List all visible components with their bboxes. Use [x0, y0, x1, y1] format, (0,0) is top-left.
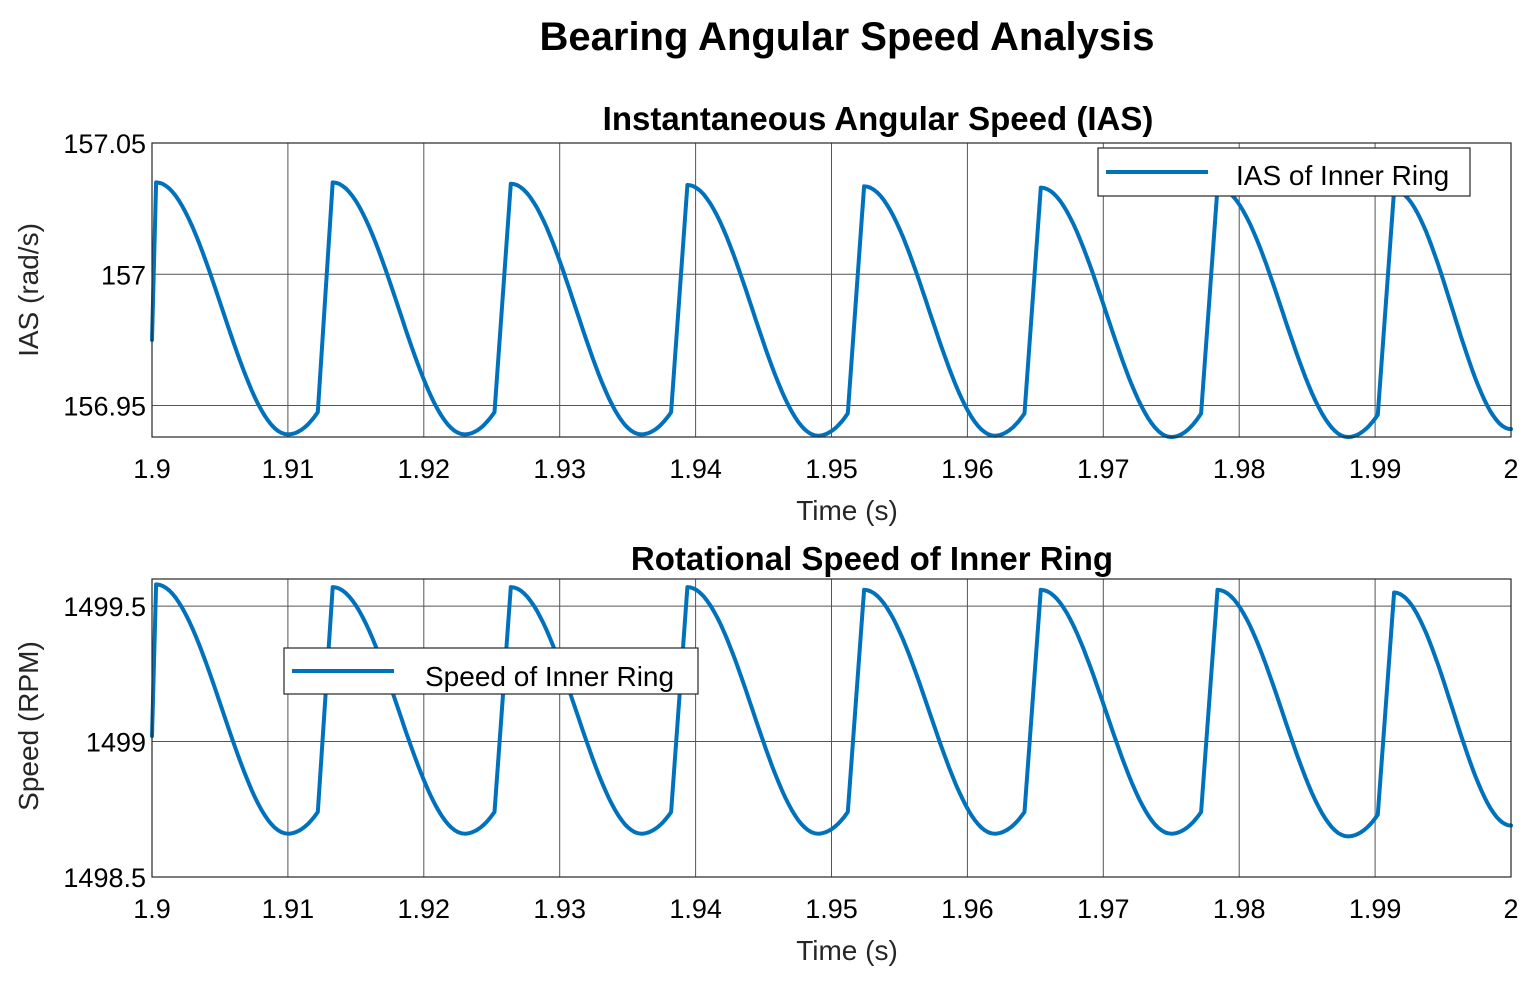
ias-y-tick-labels: 156.95 157 157.05 — [63, 129, 146, 422]
speed-x-tick-label: 2 — [1503, 894, 1518, 924]
ias-y-axis-label: IAS (rad/s) — [13, 223, 44, 357]
ias-series-lines — [150, 180, 1513, 439]
speed-x-tick-label: 1.95 — [805, 894, 858, 924]
speed-legend-label: Speed of Inner Ring — [425, 661, 674, 692]
ias-x-tick-label: 2 — [1503, 454, 1518, 484]
speed-x-tick-label: 1.94 — [669, 894, 722, 924]
speed-x-axis-label: Time (s) — [796, 935, 898, 966]
ias-x-tick-label: 1.94 — [669, 454, 722, 484]
speed-panel-title: Rotational Speed of Inner Ring — [631, 540, 1113, 577]
ias-x-tick-label: 1.99 — [1349, 454, 1402, 484]
ias-x-tick-label: 1.95 — [805, 454, 858, 484]
speed-y-tick-label: 1499.5 — [63, 592, 146, 622]
ias-x-tick-label: 1.9 — [133, 454, 171, 484]
ias-x-tick-label: 1.98 — [1213, 454, 1266, 484]
speed-grid — [151, 579, 1512, 878]
speed-x-tick-label: 1.96 — [941, 894, 994, 924]
speed-x-tick-label: 1.98 — [1213, 894, 1266, 924]
speed-x-tick-label: 1.9 — [133, 894, 171, 924]
speed-x-tick-label: 1.97 — [1077, 894, 1130, 924]
speed-y-tick-labels: 1498.5 1499 1499.5 — [63, 592, 146, 893]
ias-y-tick-label: 157 — [101, 260, 146, 290]
ias-x-tick-label: 1.93 — [533, 454, 586, 484]
ias-x-tick-label: 1.96 — [941, 454, 994, 484]
ias-legend: IAS of Inner Ring — [1097, 147, 1471, 197]
ias-y-tick-label: 157.05 — [63, 129, 146, 159]
speed-x-tick-label: 1.91 — [262, 894, 315, 924]
figure-title: Bearing Angular Speed Analysis — [540, 15, 1155, 59]
speed-panel: Rotational Speed of Inner Ring Time (s) … — [13, 540, 1519, 966]
speed-y-tick-label: 1498.5 — [63, 863, 146, 893]
speed-x-tick-label: 1.99 — [1349, 894, 1402, 924]
speed-legend: Speed of Inner Ring — [283, 647, 699, 695]
ias-series-line — [150, 180, 1513, 439]
ias-x-tick-label: 1.92 — [398, 454, 451, 484]
ias-y-tick-label: 156.95 — [63, 392, 146, 422]
ias-x-tick-labels: 1.9 1.91 1.92 1.93 1.94 1.95 1.96 1.97 1.98 1.99 2 — [133, 454, 1518, 484]
speed-y-tick-label: 1499 — [86, 728, 146, 758]
ias-plot-frame — [151, 142, 1512, 438]
speed-y-axis-label: Speed (RPM) — [13, 641, 44, 811]
ias-x-tick-label: 1.97 — [1077, 454, 1130, 484]
ias-panel-title: Instantaneous Angular Speed (IAS) — [603, 100, 1154, 137]
speed-plot-frame — [151, 578, 1512, 878]
speed-x-tick-labels: 1.9 1.91 1.92 1.93 1.94 1.95 1.96 1.97 1.98 1.99 2 — [133, 894, 1518, 924]
ias-legend-label: IAS of Inner Ring — [1236, 160, 1449, 191]
ias-x-tick-label: 1.91 — [262, 454, 315, 484]
ias-x-axis-label: Time (s) — [796, 495, 898, 526]
ias-panel: Instantaneous Angular Speed (IAS) Time (… — [13, 100, 1519, 526]
speed-x-tick-label: 1.93 — [533, 894, 586, 924]
speed-x-tick-label: 1.92 — [398, 894, 451, 924]
